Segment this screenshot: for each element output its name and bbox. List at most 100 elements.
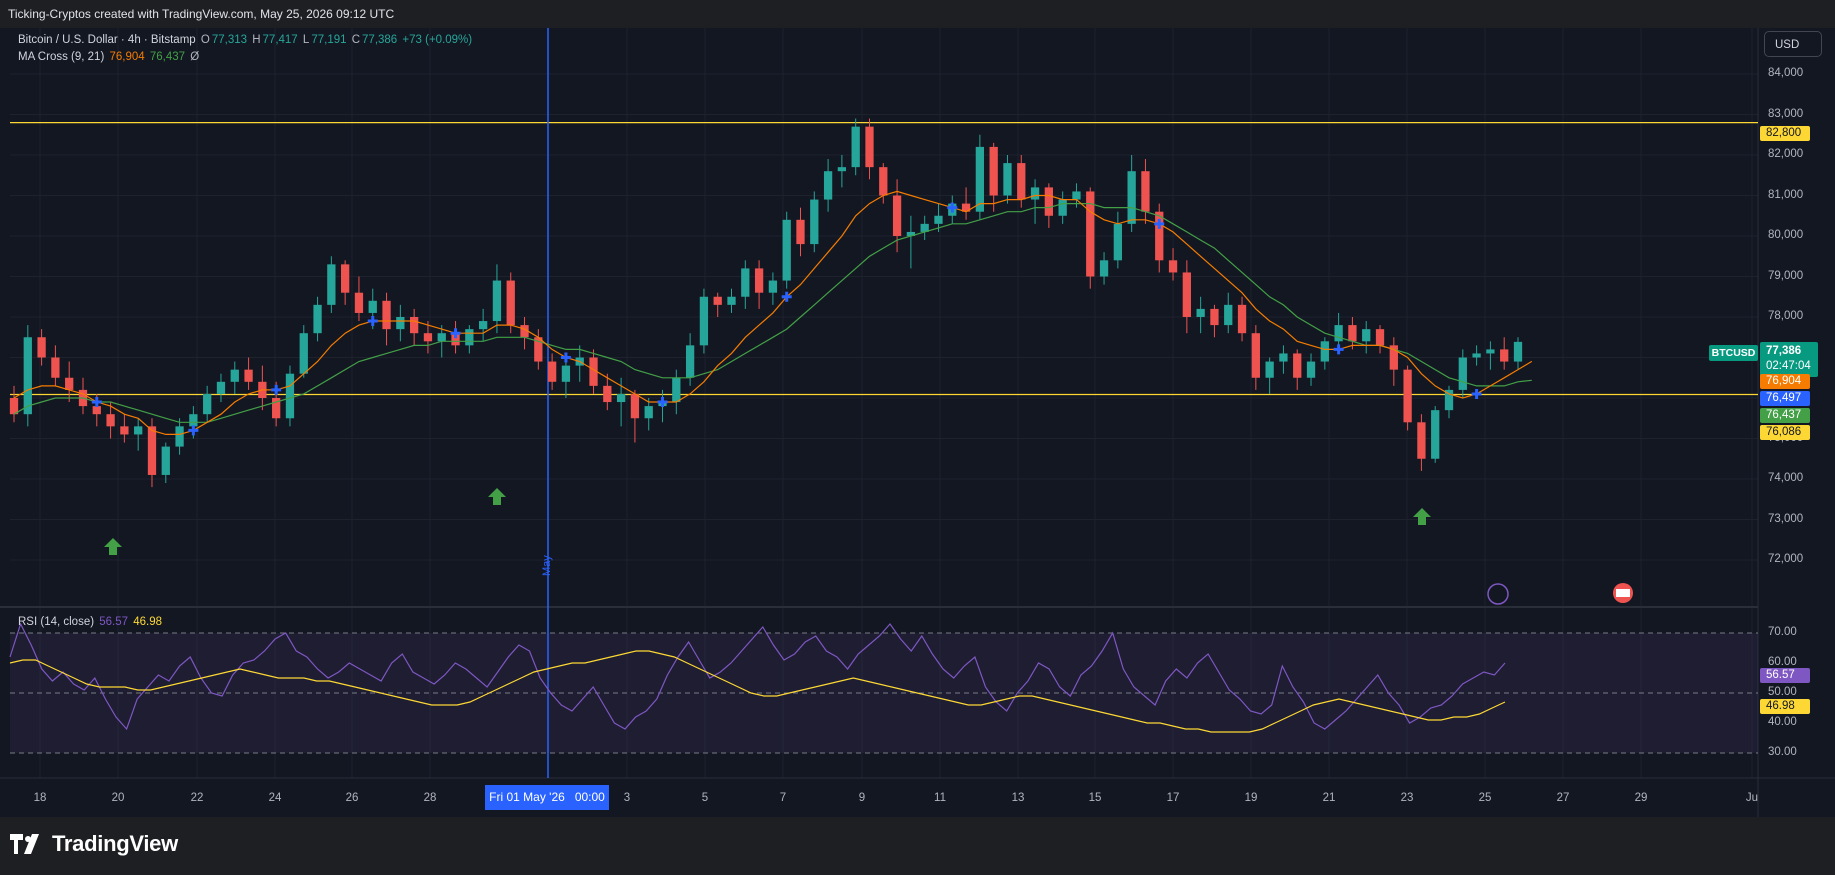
candle-body (1127, 171, 1136, 224)
candle-body (106, 414, 115, 427)
change-value: +73 (+0.09%) (402, 34, 473, 46)
candle-body (1141, 171, 1150, 212)
close-label: C (351, 34, 361, 46)
rsi-axis-label: 70.00 (1768, 626, 1797, 638)
candle-body (285, 373, 295, 419)
ma-slow-value: 76,437 (149, 51, 186, 63)
candle-body (630, 393, 640, 419)
candle-body (699, 296, 709, 346)
rsi-tag: 56.57 (1760, 668, 1810, 683)
candle-body (534, 337, 543, 362)
candle-body (451, 333, 460, 346)
candle-body (120, 426, 129, 435)
candle-body (423, 333, 433, 342)
us-flag-stripe (1616, 589, 1630, 597)
buy-signal-arrow (1413, 508, 1431, 525)
candle-body (1403, 369, 1412, 423)
ma-cross-marker (188, 425, 199, 436)
crosshair-date-label: Fri 01 May '26 00:00 (485, 785, 609, 810)
rsi-ma-tag: 46.98 (1760, 699, 1810, 714)
candle-body (1224, 304, 1233, 326)
time-axis-label: 9 (858, 792, 866, 804)
candle-body (1500, 349, 1509, 362)
time-axis-label: 29 (1634, 792, 1648, 804)
candle-body (1155, 211, 1164, 261)
rsi-value: 56.57 (99, 616, 129, 628)
crosshair-date: Fri 01 May '26 (489, 790, 565, 804)
candle-body (1513, 341, 1523, 362)
candle-body (1044, 187, 1054, 216)
candle-body (9, 398, 19, 415)
candle-body (1086, 191, 1095, 277)
candle-body (175, 426, 184, 447)
tradingview-logo[interactable]: TradingView (10, 831, 178, 857)
currency-button[interactable]: USD (1764, 31, 1822, 57)
ma-slow-tag: 76,437 (1760, 408, 1810, 423)
price-axis-label: 73,000 (1768, 512, 1804, 525)
candle-body (741, 268, 750, 297)
candle-body (1017, 163, 1026, 200)
candle-body (368, 300, 377, 313)
candle-body (1417, 422, 1426, 459)
time-axis-label: 24 (268, 792, 282, 804)
chart-canvas[interactable] (0, 28, 1835, 817)
time-axis-label: 3 (623, 792, 631, 804)
candle-body (961, 203, 971, 212)
candle-body (23, 337, 32, 415)
candle-body (1444, 389, 1454, 411)
candle-body (382, 300, 391, 330)
time-axis-label: 20 (111, 792, 125, 804)
ma-cross-marker (657, 397, 668, 408)
candle-body (851, 126, 860, 168)
candle-body (341, 264, 350, 293)
candle-body (1196, 308, 1205, 317)
rsi-line (9, 622, 1506, 731)
price-axis-label: 84,000 (1768, 67, 1804, 79)
last-price-tag: 77,386 02:47:04 (1760, 342, 1818, 377)
rsi-ma-value: 46.98 (133, 616, 163, 628)
ma-cross-marker (91, 397, 102, 408)
resistance-tag: 82,800 (1760, 126, 1810, 141)
candle-body (299, 333, 308, 374)
support-tag: 76,086 (1760, 425, 1810, 440)
ma-cross-marker (1154, 218, 1165, 229)
candle-body (216, 381, 226, 394)
buy-signal-arrow (104, 538, 122, 555)
candle-body (989, 146, 998, 196)
candle-body (1472, 353, 1481, 358)
ma-cross-marker (1333, 344, 1344, 355)
candle-body (65, 377, 74, 390)
candle-body (1389, 345, 1398, 370)
candle-body (892, 195, 902, 236)
candle-body (520, 325, 529, 338)
candle-body (465, 329, 474, 346)
candle-body (506, 280, 515, 326)
candle-body (1182, 272, 1191, 317)
candle-body (1113, 223, 1122, 261)
time-axis-label: 13 (1011, 792, 1025, 804)
candle-body (796, 219, 805, 245)
candle-body (1279, 353, 1288, 362)
rsi-axis-label: 30.00 (1768, 746, 1797, 758)
symbol-tag: BTCUSD (1709, 345, 1758, 361)
candle-body (837, 167, 847, 172)
ma-cross-marker (450, 328, 461, 339)
candle-body (1306, 361, 1316, 378)
title-bar: Ticking-Cryptos created with TradingView… (0, 0, 1835, 28)
ma-legend: MA Cross (9, 21) 76,904 76,437 Ø (18, 51, 201, 63)
candle-body (1362, 329, 1371, 342)
candle-body (644, 406, 653, 419)
candle-body (1099, 260, 1109, 277)
ma-cross-marker (1471, 388, 1482, 399)
candle-body (1072, 191, 1081, 200)
rsi-axis-label: 60.00 (1768, 656, 1797, 668)
candle-body (616, 393, 626, 403)
candle-body (410, 317, 419, 334)
candle-body (561, 365, 571, 382)
low-label: L (302, 34, 310, 46)
visibility-icon[interactable]: Ø (190, 51, 200, 63)
tradingview-logo-icon (10, 834, 39, 854)
price-axis-label: 80,000 (1768, 229, 1804, 241)
